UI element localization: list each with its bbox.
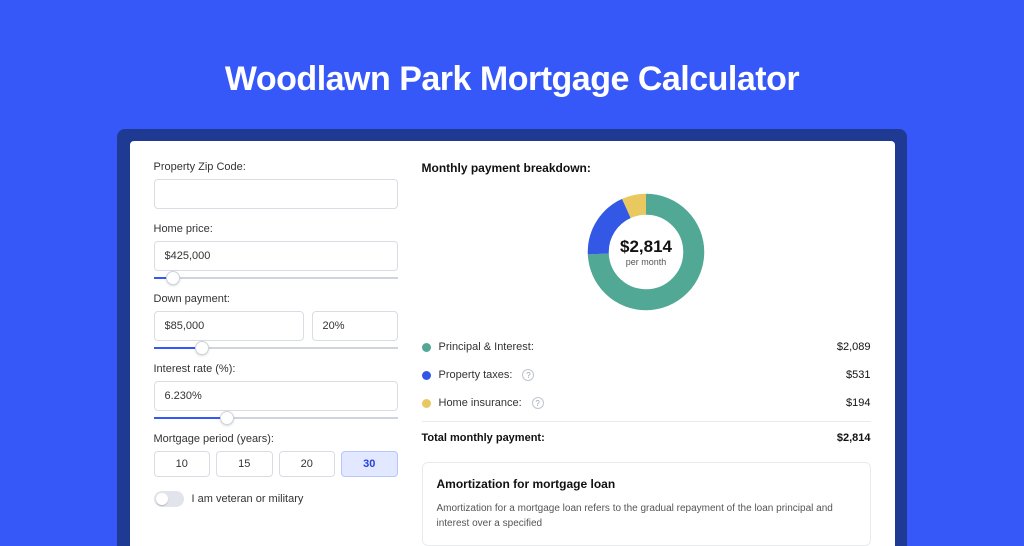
- interest-rate-field: Interest rate (%):: [154, 363, 398, 411]
- period-label: Mortgage period (years):: [154, 433, 398, 445]
- period-option-20[interactable]: 20: [279, 451, 336, 477]
- home-price-field: Home price:: [154, 223, 398, 271]
- total-value: $2,814: [837, 432, 871, 444]
- donut-wrap: $2,814 per month: [422, 189, 871, 315]
- veteran-toggle[interactable]: [154, 491, 184, 507]
- down-payment-pct-input[interactable]: [312, 311, 398, 341]
- legend-value: $194: [846, 397, 870, 409]
- period-option-30[interactable]: 30: [341, 451, 398, 477]
- interest-rate-slider-fill: [154, 417, 227, 419]
- legend-list: Principal & Interest: $2,089 Property taxe…: [422, 333, 871, 417]
- outer-card: Property Zip Code: Home price: Down paym…: [117, 129, 907, 546]
- zip-field: Property Zip Code:: [154, 161, 398, 209]
- amortization-text: Amortization for a mortgage loan refers …: [437, 501, 856, 531]
- donut-amount: $2,814: [620, 237, 672, 257]
- interest-rate-slider-thumb[interactable]: [220, 411, 234, 425]
- legend-label: Home insurance:: [439, 397, 522, 409]
- home-price-slider-track[interactable]: [154, 277, 398, 279]
- veteran-toggle-knob: [156, 493, 168, 505]
- legend-label: Principal & Interest:: [439, 341, 534, 353]
- legend-dot: [422, 343, 431, 352]
- legend-dot: [422, 371, 431, 380]
- help-icon[interactable]: ?: [522, 369, 534, 381]
- interest-rate-input[interactable]: [154, 381, 398, 411]
- zip-input[interactable]: [154, 179, 398, 209]
- input-panel: Property Zip Code: Home price: Down paym…: [154, 161, 398, 546]
- legend-left: Property taxes:?: [422, 369, 535, 381]
- help-icon[interactable]: ?: [532, 397, 544, 409]
- donut-sub: per month: [626, 257, 667, 267]
- zip-label: Property Zip Code:: [154, 161, 398, 173]
- total-label: Total monthly payment:: [422, 432, 545, 444]
- donut-chart: $2,814 per month: [583, 189, 709, 315]
- interest-rate-label: Interest rate (%):: [154, 363, 398, 375]
- legend-value: $2,089: [837, 341, 871, 353]
- period-field: Mortgage period (years): 10152030: [154, 433, 398, 477]
- legend-row: Principal & Interest: $2,089: [422, 333, 871, 361]
- amortization-title: Amortization for mortgage loan: [437, 477, 856, 491]
- legend-row: Property taxes:? $531: [422, 361, 871, 389]
- home-price-label: Home price:: [154, 223, 398, 235]
- veteran-label: I am veteran or military: [192, 493, 304, 505]
- amortization-card: Amortization for mortgage loan Amortizat…: [422, 462, 871, 546]
- home-price-input[interactable]: [154, 241, 398, 271]
- veteran-row: I am veteran or military: [154, 491, 398, 507]
- down-payment-field: Down payment:: [154, 293, 398, 341]
- period-option-15[interactable]: 15: [216, 451, 273, 477]
- total-row: Total monthly payment: $2,814: [422, 421, 871, 454]
- legend-left: Principal & Interest:: [422, 341, 534, 353]
- legend-dot: [422, 399, 431, 408]
- calculator-card: Property Zip Code: Home price: Down paym…: [130, 141, 895, 546]
- breakdown-title: Monthly payment breakdown:: [422, 161, 871, 175]
- down-payment-label: Down payment:: [154, 293, 398, 305]
- legend-row: Home insurance:? $194: [422, 389, 871, 417]
- legend-label: Property taxes:: [439, 369, 513, 381]
- down-payment-input[interactable]: [154, 311, 304, 341]
- breakdown-panel: Monthly payment breakdown: $2,814 per mo…: [422, 161, 871, 546]
- period-options: 10152030: [154, 451, 398, 477]
- legend-value: $531: [846, 369, 870, 381]
- page-title: Woodlawn Park Mortgage Calculator: [0, 0, 1024, 129]
- legend-left: Home insurance:?: [422, 397, 544, 409]
- down-payment-slider-thumb[interactable]: [195, 341, 209, 355]
- donut-center: $2,814 per month: [583, 189, 709, 315]
- period-option-10[interactable]: 10: [154, 451, 211, 477]
- home-price-slider-thumb[interactable]: [166, 271, 180, 285]
